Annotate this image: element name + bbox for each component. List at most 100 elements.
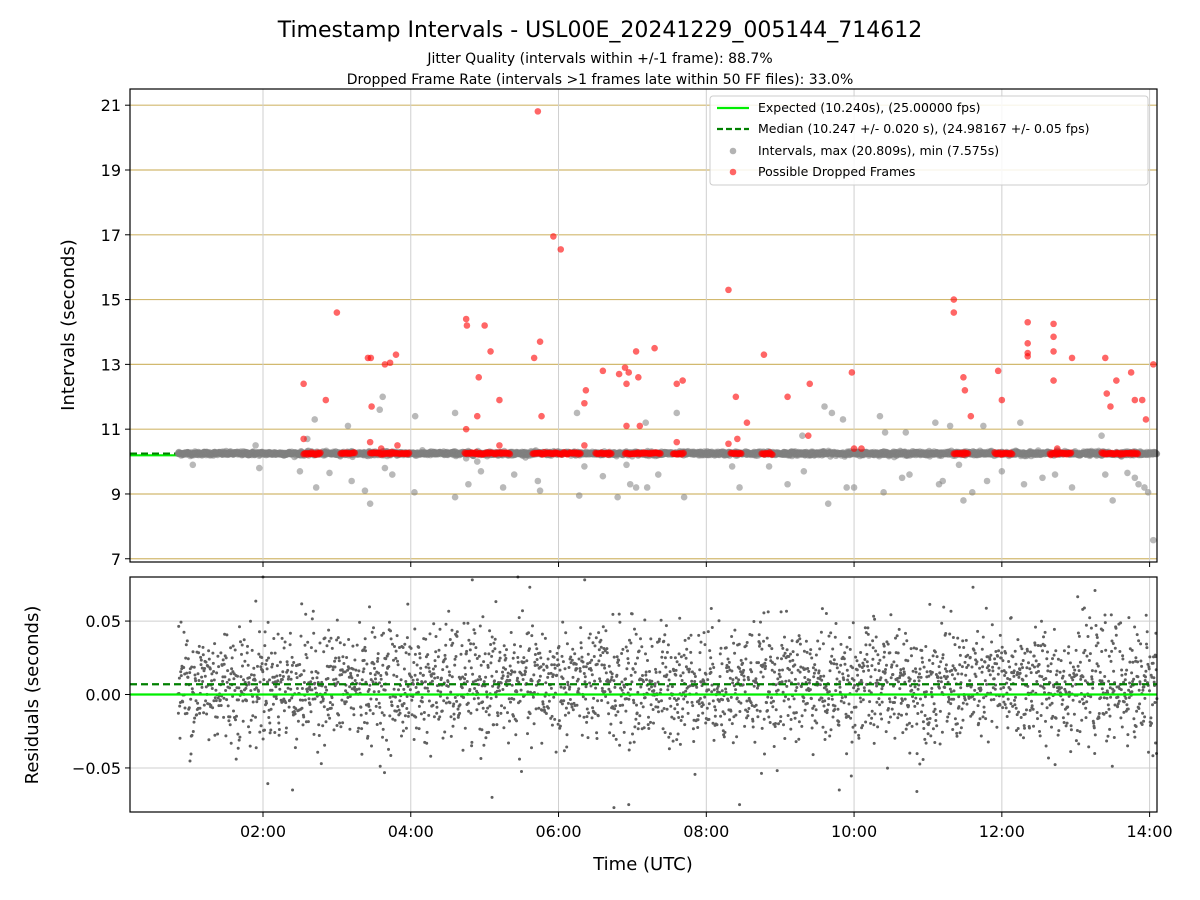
residual-point (493, 637, 497, 641)
residual-point (370, 744, 373, 748)
residual-point (223, 632, 227, 636)
residual-point (449, 734, 453, 738)
residual-point (217, 704, 221, 708)
residual-point (562, 749, 566, 753)
residual-point (230, 667, 234, 671)
residual-point (647, 727, 651, 730)
residual-point (225, 633, 229, 637)
interval-point (388, 471, 396, 478)
residual-point (306, 720, 310, 724)
residual-point (549, 671, 553, 675)
interval-point (728, 463, 736, 470)
residual-point (506, 711, 509, 715)
residual-point (589, 684, 593, 688)
residual-point (337, 713, 341, 717)
dropped-frame-point (367, 354, 375, 362)
residual-point (224, 656, 228, 660)
residual-point (349, 671, 353, 675)
residual-point (471, 680, 475, 684)
residual-point (229, 741, 233, 745)
residual-point (292, 710, 296, 713)
residual-point (178, 704, 182, 708)
residual-point (259, 724, 263, 728)
residual-point (463, 666, 467, 670)
residual-point (456, 707, 460, 711)
residual-point (412, 738, 416, 741)
residual-point (636, 656, 639, 660)
residual-point (239, 675, 243, 679)
interval-point (1098, 432, 1105, 439)
residual-point (593, 644, 597, 648)
residual-point (644, 673, 648, 677)
residual-point (218, 698, 222, 702)
residual-point (556, 722, 560, 726)
residual-point (403, 642, 407, 646)
residual-point (561, 660, 565, 664)
residual-point (270, 665, 274, 669)
residual-point (238, 735, 242, 739)
residual-point (253, 678, 257, 682)
residual-point (284, 701, 288, 705)
residual-point (481, 615, 485, 619)
residual-point (226, 669, 230, 673)
residual-point (321, 724, 325, 728)
top-plot-grid (130, 89, 1157, 562)
residual-point (213, 733, 217, 737)
residual-point (324, 685, 328, 689)
residual-point (623, 685, 626, 689)
residual-point (541, 702, 545, 706)
dropped-frame-point (394, 442, 401, 449)
residual-point (237, 686, 241, 690)
residual-point (454, 655, 458, 658)
residual-point (513, 670, 517, 674)
residual-point (386, 652, 390, 656)
residual-point (427, 713, 431, 717)
dropped-frame-point (333, 309, 341, 316)
dropped-frame-point (496, 442, 503, 449)
residual-point (318, 641, 322, 645)
residual-point (600, 686, 604, 690)
residual-point (201, 653, 205, 657)
residual-point (634, 662, 637, 666)
residual-point (463, 726, 467, 730)
residual-point (426, 653, 430, 657)
residual-point (236, 732, 240, 736)
residual-point (561, 620, 565, 624)
residual-point (290, 663, 294, 667)
residual-point (467, 709, 471, 713)
residual-point (433, 659, 437, 663)
residual-point (182, 630, 186, 634)
residual-point (597, 631, 601, 635)
residual-point (362, 658, 366, 662)
residual-point (383, 771, 386, 775)
interval-point (800, 467, 808, 475)
residual-point (526, 716, 530, 720)
residual-point (413, 652, 417, 656)
residual-point (210, 672, 214, 676)
dropped-frame-point (463, 322, 471, 329)
residual-point (328, 701, 332, 704)
residual-point (639, 701, 643, 705)
residual-point (569, 661, 573, 665)
residual-point (597, 659, 601, 663)
residual-point (559, 685, 563, 689)
residual-point (254, 715, 257, 719)
residual-point (493, 647, 497, 651)
residual-point (649, 637, 653, 641)
residual-point (520, 770, 523, 773)
residual-point (322, 705, 326, 709)
interval-point (983, 477, 991, 485)
residual-point (198, 711, 202, 715)
residual-point (475, 708, 479, 712)
residual-point (583, 680, 587, 684)
residual-point (332, 728, 336, 732)
residual-point (583, 675, 587, 679)
residual-point (259, 665, 263, 669)
dropped-frame-point (1050, 348, 1057, 355)
residual-point (373, 635, 377, 639)
residual-point (621, 703, 625, 707)
residual-point (474, 646, 478, 650)
dropped-frame-point (636, 422, 644, 430)
residual-point (340, 698, 344, 702)
